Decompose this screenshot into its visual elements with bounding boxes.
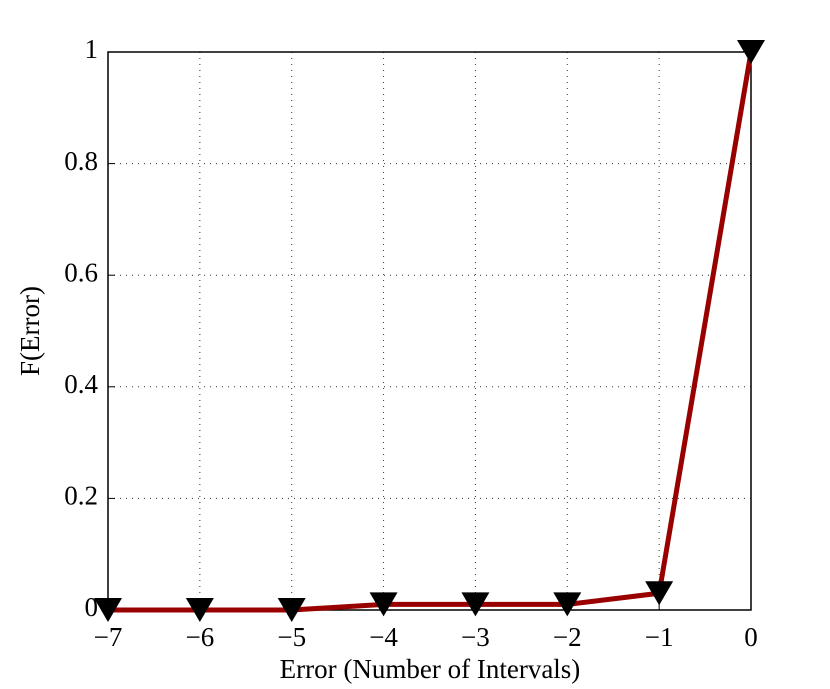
marker [94, 598, 122, 622]
y-tick-label: 0.8 [64, 146, 98, 176]
marker [185, 598, 214, 622]
marker [553, 592, 582, 617]
x-tick-label: −7 [94, 622, 123, 652]
data-line [108, 51, 754, 613]
y-tick-label: 0 [85, 592, 99, 622]
x-axis-label: Error (Number of Intervals) [280, 654, 581, 684]
marker [369, 592, 398, 617]
marker [277, 598, 306, 622]
y-tick-label: 0.6 [64, 257, 98, 287]
x-tick-label: −1 [645, 622, 674, 652]
x-tick-label: 0 [744, 622, 758, 652]
marker [737, 40, 765, 64]
x-tick-label: −4 [369, 622, 398, 652]
marker [461, 592, 490, 617]
plot-frame [107, 51, 752, 611]
x-tick-label: −6 [185, 622, 214, 652]
x-tick-label: −2 [553, 622, 582, 652]
y-tick-label: 1 [85, 34, 99, 64]
y-tick-label: 0.4 [64, 369, 98, 399]
x-tick-label: −5 [277, 622, 306, 652]
x-tick-label: −3 [461, 622, 490, 652]
y-tick-label: 0.2 [64, 481, 98, 511]
y-axis-label: F(Error) [15, 286, 45, 376]
marker [645, 581, 674, 606]
